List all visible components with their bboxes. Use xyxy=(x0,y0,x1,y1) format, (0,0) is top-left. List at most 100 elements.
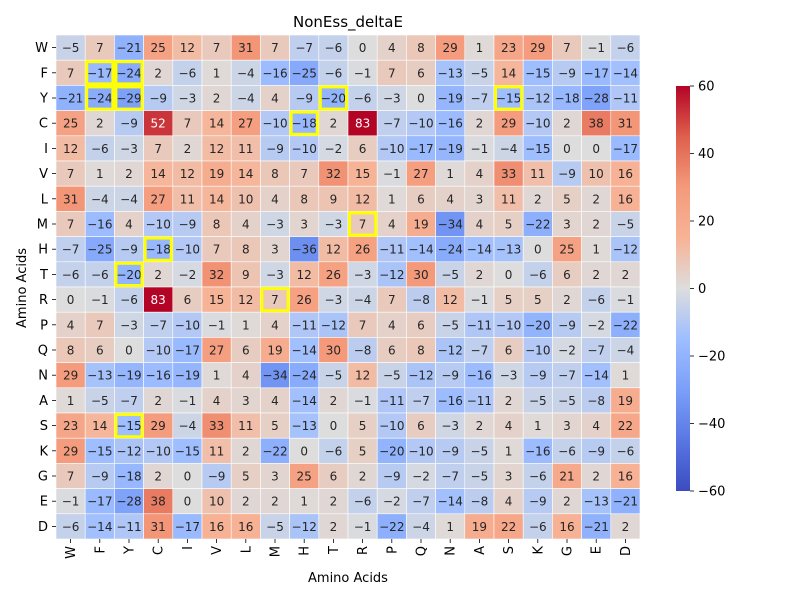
heatmap-cell xyxy=(552,387,582,414)
cell-value-label: 19 xyxy=(413,218,428,232)
heatmap-cell xyxy=(84,34,115,61)
cell-value-label: 4 xyxy=(505,419,513,433)
highlight-box xyxy=(494,85,524,111)
cell-value-label: 9 xyxy=(330,192,338,206)
heatmap-cell xyxy=(493,463,524,489)
cell-value-label: −10 xyxy=(525,344,550,358)
heatmap-cell xyxy=(581,59,612,86)
cell-value-label: 0 xyxy=(184,495,192,509)
cell-value-label: 10 xyxy=(238,192,253,206)
y-tick-label: N xyxy=(38,369,48,384)
highlight-box xyxy=(260,287,290,313)
x-tick-label: Y xyxy=(123,546,138,555)
heatmap-cell xyxy=(464,412,495,439)
cell-value-label: −20 xyxy=(525,318,550,332)
cell-value-label: −1 xyxy=(62,495,80,509)
heatmap-cell xyxy=(464,85,495,111)
cell-value-label: −6 xyxy=(62,268,80,282)
cell-value-label: −16 xyxy=(467,369,492,383)
cell-value-label: 26 xyxy=(326,268,341,282)
cell-value-label: 12 xyxy=(209,142,224,156)
cell-value-label: −2 xyxy=(412,470,430,484)
cell-value-label: −6 xyxy=(354,495,372,509)
heatmap-cell xyxy=(114,59,144,86)
cell-value-label: 2 xyxy=(330,520,338,534)
cell-value-label: 6 xyxy=(184,293,192,307)
heatmap-cell xyxy=(376,412,407,439)
heatmap-cell xyxy=(230,185,261,212)
heatmap-cell xyxy=(289,135,320,162)
heatmap-cells xyxy=(55,34,641,540)
cell-value-label: −1 xyxy=(383,167,401,181)
cell-value-label: 11 xyxy=(180,192,195,206)
cell-value-label: −19 xyxy=(438,142,463,156)
heatmap-cell xyxy=(143,110,174,137)
cell-value-label: 4 xyxy=(388,318,396,332)
cell-value-label: 1 xyxy=(446,520,454,534)
colorbar-tick-label: 0 xyxy=(698,282,706,297)
cell-value-label: −2 xyxy=(179,268,197,282)
cell-value-label: −22 xyxy=(379,520,404,534)
cell-value-label: 2 xyxy=(505,394,513,408)
cell-value-label: 11 xyxy=(501,192,516,206)
cell-value-label: −6 xyxy=(325,66,343,80)
heatmap-cell xyxy=(581,261,612,288)
heatmap-cell xyxy=(406,85,436,111)
cell-value-label: 3 xyxy=(563,218,571,232)
heatmap-cell xyxy=(260,211,290,237)
cell-value-label: 27 xyxy=(238,117,253,131)
heatmap-cell xyxy=(230,463,261,489)
heatmap-cell xyxy=(55,362,86,389)
heatmap-cell xyxy=(201,185,232,212)
cell-value-label: 3 xyxy=(242,394,250,408)
cell-value-label: 16 xyxy=(209,520,224,534)
heatmap-cell xyxy=(581,286,612,313)
cell-value-label: 2 xyxy=(330,495,338,509)
heatmap-cell xyxy=(522,59,553,86)
cell-value-label: 0 xyxy=(300,444,308,458)
cell-value-label: −5 xyxy=(471,444,489,458)
cell-value-label: 22 xyxy=(618,419,633,433)
cell-value-label: −5 xyxy=(91,394,109,408)
cell-value-label: 7 xyxy=(184,117,192,131)
heatmap-cell xyxy=(289,110,320,137)
cell-value-label: 6 xyxy=(417,318,425,332)
cell-value-label: −22 xyxy=(613,318,638,332)
cell-value-label: 0 xyxy=(534,243,542,257)
cell-value-label: −4 xyxy=(237,66,255,80)
heatmap-cell xyxy=(610,513,641,540)
cell-value-label: −4 xyxy=(354,293,372,307)
cell-value-label: 6 xyxy=(330,470,338,484)
cell-value-label: −10 xyxy=(146,344,171,358)
colorbar-tick-label: 40 xyxy=(698,147,715,162)
y-tick-label: L xyxy=(41,192,49,207)
heatmap-cell xyxy=(230,85,261,111)
y-tick-label: K xyxy=(39,444,48,459)
cell-value-label: −7 xyxy=(383,117,401,131)
cell-value-label: −9 xyxy=(558,167,576,181)
heatmap-cell xyxy=(610,236,641,263)
cell-value-label: 4 xyxy=(592,419,600,433)
heatmap-cell xyxy=(376,362,407,389)
cell-value-label: −2 xyxy=(587,318,605,332)
cell-value-label: 7 xyxy=(359,218,367,232)
cell-value-label: 25 xyxy=(297,470,312,484)
heatmap-cell xyxy=(55,110,86,137)
heatmap-cell xyxy=(493,437,524,464)
heatmap-cell xyxy=(55,236,86,263)
cell-value-label: 16 xyxy=(618,192,633,206)
heatmap-cell xyxy=(464,362,495,389)
cell-value-label: −4 xyxy=(500,142,518,156)
cell-value-label: −6 xyxy=(325,41,343,55)
cell-value-label: −10 xyxy=(262,117,287,131)
cell-value-label: −7 xyxy=(62,243,80,257)
cell-value-label: 2 xyxy=(476,268,484,282)
cell-value-label: −9 xyxy=(179,218,197,232)
cell-value-label: −10 xyxy=(146,218,171,232)
heatmap-cell xyxy=(260,34,290,61)
heatmap-cell xyxy=(435,185,466,212)
cell-value-label: 1 xyxy=(213,369,221,383)
highlight-box xyxy=(143,236,173,262)
heatmap-cell xyxy=(376,463,407,489)
